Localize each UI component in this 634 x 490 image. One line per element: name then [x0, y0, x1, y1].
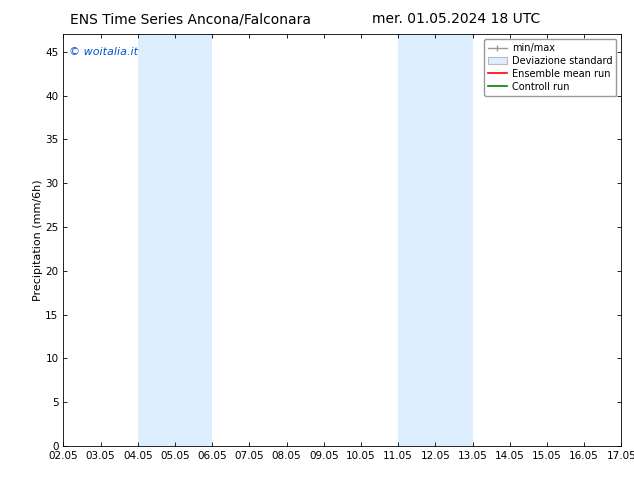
Y-axis label: Precipitation (mm/6h): Precipitation (mm/6h): [32, 179, 42, 301]
Bar: [398, 34, 472, 446]
Legend: min/max, Deviazione standard, Ensemble mean run, Controll run: min/max, Deviazione standard, Ensemble m…: [484, 39, 616, 96]
Text: © woitalia.it: © woitalia.it: [69, 47, 138, 57]
Text: ENS Time Series Ancona/Falconara: ENS Time Series Ancona/Falconara: [70, 12, 311, 26]
Bar: [138, 34, 212, 446]
Text: mer. 01.05.2024 18 UTC: mer. 01.05.2024 18 UTC: [372, 12, 541, 26]
